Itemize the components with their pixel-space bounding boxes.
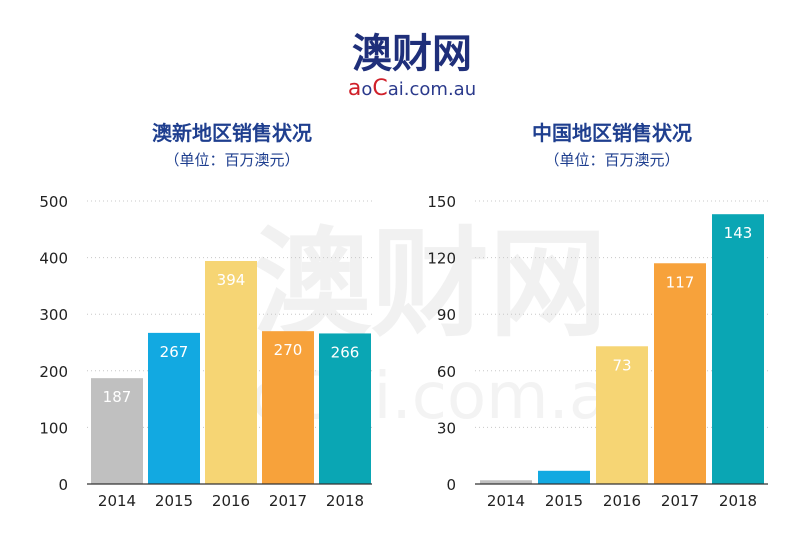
y-tick-label: 0 — [58, 476, 68, 494]
bar — [205, 260, 257, 484]
brand-logo: 澳财网 aoCai.com.au — [348, 31, 476, 101]
y-tick-label: 100 — [39, 419, 68, 437]
bar — [712, 214, 764, 484]
data-label: 7 — [559, 481, 569, 499]
x-tick-label: 2018 — [326, 492, 364, 510]
x-tick-label: 2015 — [545, 492, 583, 510]
plot-area: 0 100 200 300 400 500 187 2014 267 2015 394 2016 270… — [39, 193, 372, 510]
x-tick-label: 2014 — [98, 492, 136, 510]
logo-cn-text: 澳财网 — [352, 31, 472, 77]
x-tick-label: 2017 — [661, 492, 699, 510]
data-label: 117 — [666, 273, 695, 291]
y-tick-label: 0 — [446, 476, 456, 494]
chart-subtitle: （单位：百万澳元） — [164, 151, 299, 169]
y-tick-label: 150 — [427, 193, 456, 211]
bar — [148, 332, 200, 484]
data-label: 267 — [160, 343, 189, 361]
data-label: 270 — [274, 341, 303, 359]
x-tick-label: 2016 — [212, 492, 250, 510]
y-tick-label: 30 — [437, 419, 456, 437]
data-label: 187 — [103, 388, 132, 406]
chart-anz-sales: 澳新地区销售状况 （单位：百万澳元） 0 100 200 300 400 500 187 20… — [39, 121, 372, 510]
logo-en-o: o — [361, 79, 372, 100]
logo-en-text: aoCai.com.au — [348, 76, 476, 101]
data-label: 394 — [217, 271, 246, 289]
x-tick-label: 2018 — [719, 492, 757, 510]
bar — [596, 346, 648, 484]
chart-subtitle: （单位：百万澳元） — [544, 151, 679, 169]
bar — [538, 470, 590, 484]
y-tick-label: 500 — [39, 193, 68, 211]
y-tick-label: 60 — [437, 363, 456, 381]
bar — [654, 263, 706, 484]
data-label: 143 — [724, 224, 753, 242]
x-tick-label: 2017 — [269, 492, 307, 510]
logo-en-rest: ai.com.au — [388, 79, 476, 100]
data-label: 73 — [612, 356, 631, 374]
watermark-cn: 澳财网 — [253, 215, 607, 353]
x-tick-label: 2016 — [603, 492, 641, 510]
y-tick-label: 90 — [437, 306, 456, 324]
x-tick-label: 2014 — [487, 492, 525, 510]
bar — [262, 331, 314, 484]
y-tick-label: 200 — [39, 363, 68, 381]
data-label: 2 — [501, 490, 511, 508]
bar — [480, 480, 532, 484]
chart-title: 中国地区销售状况 — [532, 121, 692, 145]
y-tick-label: 120 — [427, 250, 456, 268]
chart-china-sales: 中国地区销售状况 （单位：百万澳元） 030609012015022014720… — [427, 121, 768, 510]
logo-en-c: C — [372, 76, 387, 101]
bar — [319, 333, 371, 484]
logo-en-a: a — [348, 76, 361, 101]
y-tick-label: 300 — [39, 306, 68, 324]
data-label: 266 — [331, 343, 360, 361]
bar — [91, 378, 143, 484]
x-tick-label: 2015 — [155, 492, 193, 510]
y-tick-label: 400 — [39, 250, 68, 268]
chart-title: 澳新地区销售状况 — [152, 121, 312, 145]
